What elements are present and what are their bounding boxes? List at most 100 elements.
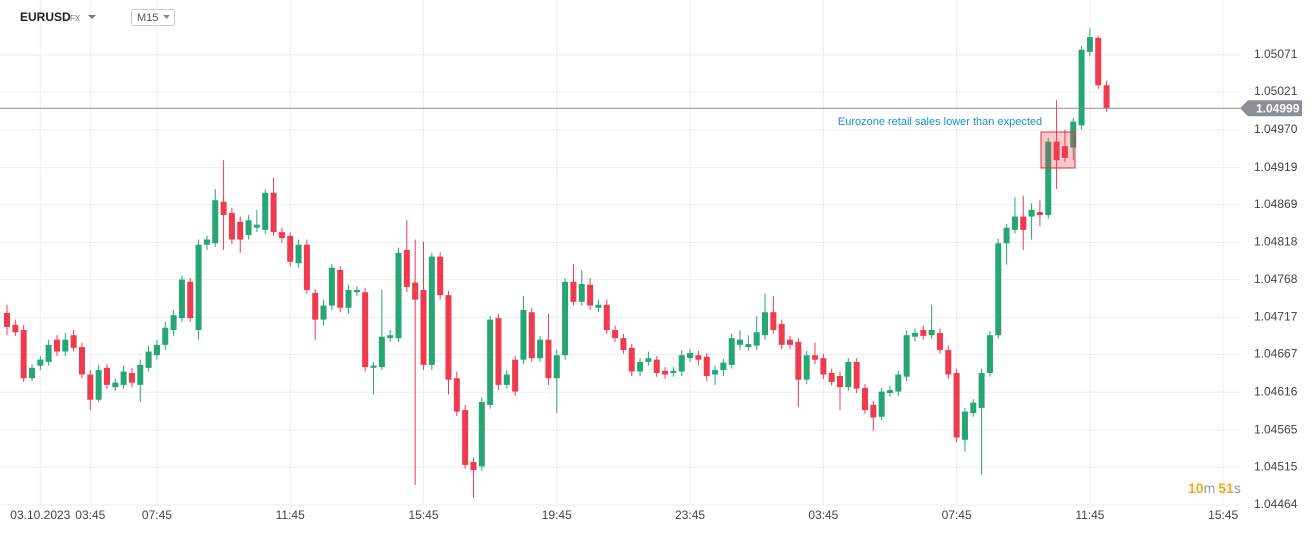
candle-body (762, 312, 769, 336)
candle-body (978, 373, 985, 408)
countdown-minutes-unit: m (1204, 480, 1216, 496)
candle-body (262, 192, 269, 230)
candle-body (903, 335, 910, 377)
candle-body (812, 355, 819, 360)
y-tick-label: 1.04970 (1254, 122, 1298, 136)
candle-body (945, 350, 952, 375)
candle-body (637, 361, 644, 372)
candle-body (970, 402, 977, 414)
candle-body (603, 304, 610, 331)
candle-body (145, 351, 152, 368)
candle-body (362, 292, 369, 368)
candle-body (62, 339, 69, 352)
candle-body (337, 269, 344, 308)
candle-body (128, 373, 135, 383)
candle-body (287, 235, 294, 262)
candle-body (778, 324, 785, 345)
candle-body (828, 373, 835, 382)
candle-body (920, 330, 927, 336)
candle-body (770, 312, 777, 331)
interval-button[interactable] (131, 9, 175, 26)
candle-body (378, 336, 385, 368)
candle-body (720, 362, 727, 371)
x-tick-label: 11:45 (1075, 508, 1104, 522)
candle-body (620, 338, 627, 351)
candle-body (20, 330, 27, 379)
y-tick-label: 1.04515 (1254, 459, 1298, 473)
candle-body (403, 249, 410, 288)
candle-body (853, 361, 860, 389)
candle-body (278, 232, 285, 239)
y-tick-label: 1.05071 (1254, 47, 1298, 61)
candle-body (562, 281, 569, 356)
y-tick-label: 1.04565 (1254, 422, 1298, 436)
candle-body (228, 212, 235, 240)
candle-body (137, 364, 144, 385)
candle-body (295, 244, 302, 264)
candle-body (487, 319, 494, 405)
candle-body (936, 332, 943, 351)
candle-body (895, 374, 902, 392)
candle-body (612, 330, 619, 339)
candle-body (237, 221, 244, 240)
interval-dropdown[interactable] (163, 15, 170, 19)
x-tick-label: 03:45 (808, 508, 838, 522)
candle-body (820, 358, 827, 375)
candle-body (587, 284, 594, 306)
candle-body (395, 252, 402, 339)
candle-body (503, 374, 510, 385)
countdown-seconds: 51 (1218, 480, 1234, 496)
candle-body (878, 391, 885, 417)
candle-body (961, 411, 968, 440)
candle-body (245, 220, 252, 236)
candle-body (953, 373, 960, 438)
candle-body (412, 282, 419, 300)
interval: M15 (137, 12, 158, 24)
overlay: 1.04999 Eurozone retail sales lower than … (0, 100, 1302, 169)
candle-body (553, 355, 560, 379)
annotation-box (1040, 131, 1076, 169)
candle-body (103, 367, 110, 385)
candle-body (212, 200, 219, 244)
candle-body (203, 239, 210, 245)
symbol-dropdown[interactable] (88, 15, 96, 19)
candles (4, 28, 1110, 498)
y-tick-label: 1.04464 (1254, 497, 1298, 511)
candle-body (370, 365, 377, 368)
candle-body (703, 356, 710, 376)
y-tick-label: 1.05021 (1254, 84, 1298, 98)
candle-body (995, 243, 1002, 336)
toolbar: EURUSD FX M15 (20, 9, 175, 26)
candle-body (37, 359, 44, 366)
candle-body (1011, 216, 1018, 230)
candle-body (1028, 209, 1035, 217)
x-tick-label: 11:45 (276, 508, 305, 522)
candle-body (1103, 85, 1110, 109)
countdown: 10m 51s (1188, 480, 1241, 496)
candle-body (737, 339, 744, 345)
symbol[interactable]: EURUSD (20, 10, 71, 24)
candle-body (1086, 37, 1093, 52)
candle-body (1053, 141, 1060, 161)
candle-body (178, 279, 185, 319)
grid: 1.05071 1.05021 1.04970 1.04919 1.04869 1.048… (0, 0, 1298, 522)
x-tick-label: 03:45 (75, 508, 105, 522)
candle-body (595, 304, 602, 308)
candle-body (12, 324, 19, 333)
candle-body (470, 462, 477, 471)
candle-body (578, 284, 585, 302)
candle-body (112, 382, 119, 388)
candle-body (845, 361, 852, 388)
candle-body (1095, 37, 1102, 86)
current-price-label: 1.04999 (1256, 101, 1300, 115)
candle-body (928, 330, 935, 336)
candle-body (1078, 49, 1085, 126)
candle-body (728, 338, 735, 365)
candle-body (653, 359, 660, 374)
candle-body (695, 355, 702, 360)
x-tick-label: 07:45 (142, 508, 172, 522)
candle-body (153, 344, 160, 356)
candle-body (687, 353, 694, 359)
candle-body (787, 339, 794, 345)
